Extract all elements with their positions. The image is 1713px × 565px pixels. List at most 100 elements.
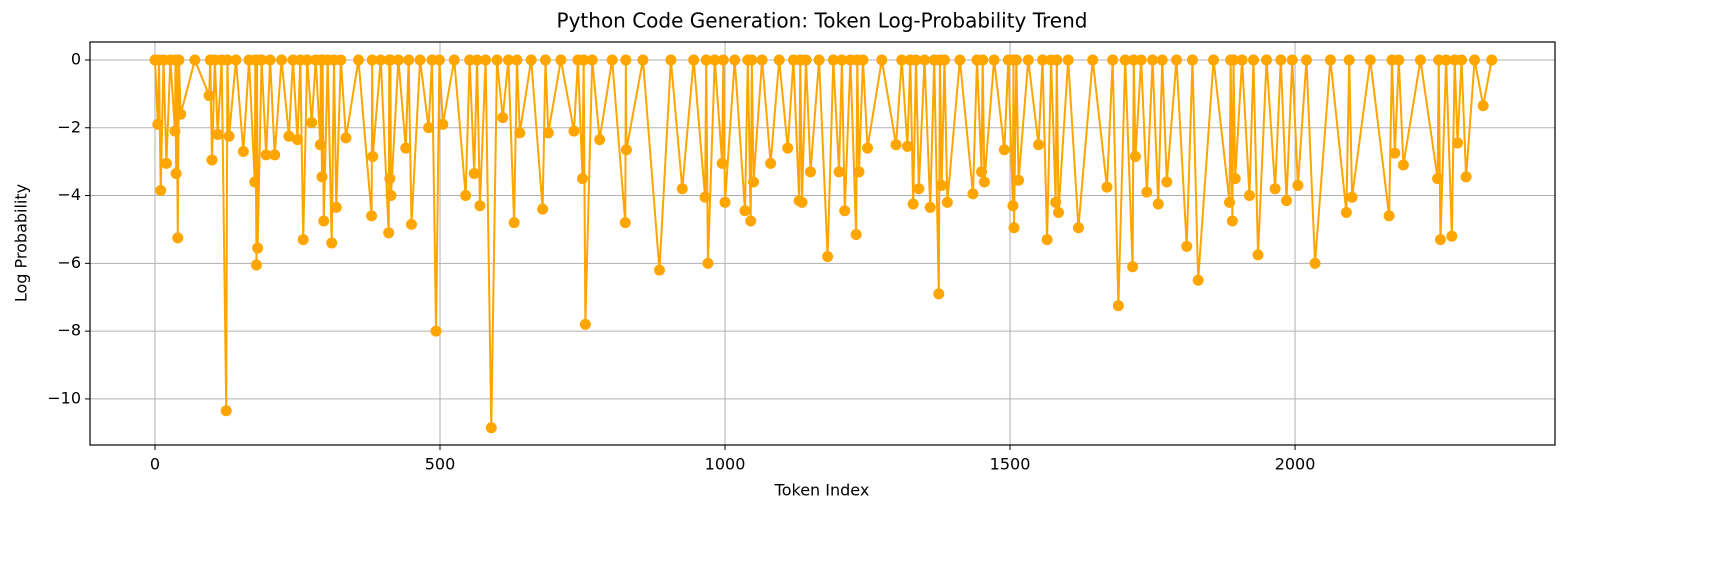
y-tick-label: −4 xyxy=(57,185,81,204)
point xyxy=(1486,54,1498,66)
point xyxy=(485,422,497,434)
point xyxy=(366,210,378,222)
point xyxy=(1226,215,1238,227)
point xyxy=(901,140,913,152)
point xyxy=(249,176,261,188)
point xyxy=(805,166,817,178)
point xyxy=(1101,181,1113,193)
point xyxy=(1397,159,1409,171)
point xyxy=(1119,54,1131,66)
point xyxy=(155,184,167,196)
point xyxy=(423,122,435,134)
point xyxy=(1208,54,1220,66)
y-tick-label: 0 xyxy=(71,49,81,68)
point xyxy=(813,54,825,66)
point xyxy=(998,144,1010,156)
point xyxy=(594,134,606,146)
point xyxy=(221,54,233,66)
point xyxy=(853,166,865,178)
point xyxy=(1469,54,1481,66)
point xyxy=(1247,54,1259,66)
point xyxy=(896,54,908,66)
point xyxy=(1432,173,1444,185)
point xyxy=(699,191,711,203)
point xyxy=(1252,249,1264,261)
point xyxy=(497,112,509,124)
point xyxy=(1152,198,1164,210)
point xyxy=(352,54,364,66)
point xyxy=(745,215,757,227)
point xyxy=(170,168,182,180)
point xyxy=(967,188,979,200)
point xyxy=(403,54,415,66)
point xyxy=(1050,196,1062,208)
point xyxy=(800,54,812,66)
point xyxy=(480,54,492,66)
point xyxy=(316,171,328,183)
point xyxy=(1456,54,1468,66)
point xyxy=(1181,240,1193,252)
point xyxy=(739,205,751,217)
point xyxy=(578,54,590,66)
point xyxy=(620,144,632,156)
point xyxy=(665,54,677,66)
point xyxy=(474,200,486,212)
x-tick-label: 1000 xyxy=(705,455,746,474)
point xyxy=(169,125,181,137)
point xyxy=(1309,257,1321,269)
point xyxy=(291,134,303,146)
point xyxy=(729,54,741,66)
point xyxy=(1052,206,1064,218)
point xyxy=(936,179,948,191)
point xyxy=(1156,54,1168,66)
point xyxy=(252,242,264,254)
point xyxy=(448,54,460,66)
point xyxy=(1286,54,1298,66)
point xyxy=(340,132,352,144)
point xyxy=(283,130,295,142)
point xyxy=(1477,100,1489,112)
point xyxy=(756,54,768,66)
point xyxy=(709,54,721,66)
point xyxy=(988,54,1000,66)
point xyxy=(508,217,520,229)
point xyxy=(385,190,397,202)
point xyxy=(189,54,201,66)
point xyxy=(555,54,567,66)
point xyxy=(203,90,215,102)
point xyxy=(1227,54,1239,66)
point xyxy=(579,318,591,330)
point xyxy=(223,130,235,142)
point xyxy=(511,54,523,66)
point xyxy=(256,54,268,66)
point xyxy=(206,154,218,166)
point xyxy=(606,54,618,66)
point xyxy=(890,139,902,151)
point xyxy=(335,54,347,66)
point xyxy=(539,54,551,66)
point xyxy=(1008,222,1020,234)
point xyxy=(827,54,839,66)
point xyxy=(862,142,874,154)
point xyxy=(269,149,281,161)
plot-frame xyxy=(89,41,1556,446)
point xyxy=(1364,54,1376,66)
point xyxy=(822,251,834,263)
point xyxy=(1452,137,1464,149)
point xyxy=(1275,54,1287,66)
point xyxy=(1186,54,1198,66)
point xyxy=(250,259,262,271)
point xyxy=(297,234,309,246)
point xyxy=(676,183,688,195)
point xyxy=(1013,174,1025,186)
x-axis-label: Token Index xyxy=(774,481,870,500)
point xyxy=(933,288,945,300)
point xyxy=(1192,274,1204,286)
point xyxy=(173,54,185,66)
point xyxy=(1127,261,1139,273)
x-tick-label: 500 xyxy=(425,455,456,474)
point xyxy=(212,129,224,141)
point xyxy=(924,201,936,213)
point xyxy=(1261,54,1273,66)
point xyxy=(471,54,483,66)
